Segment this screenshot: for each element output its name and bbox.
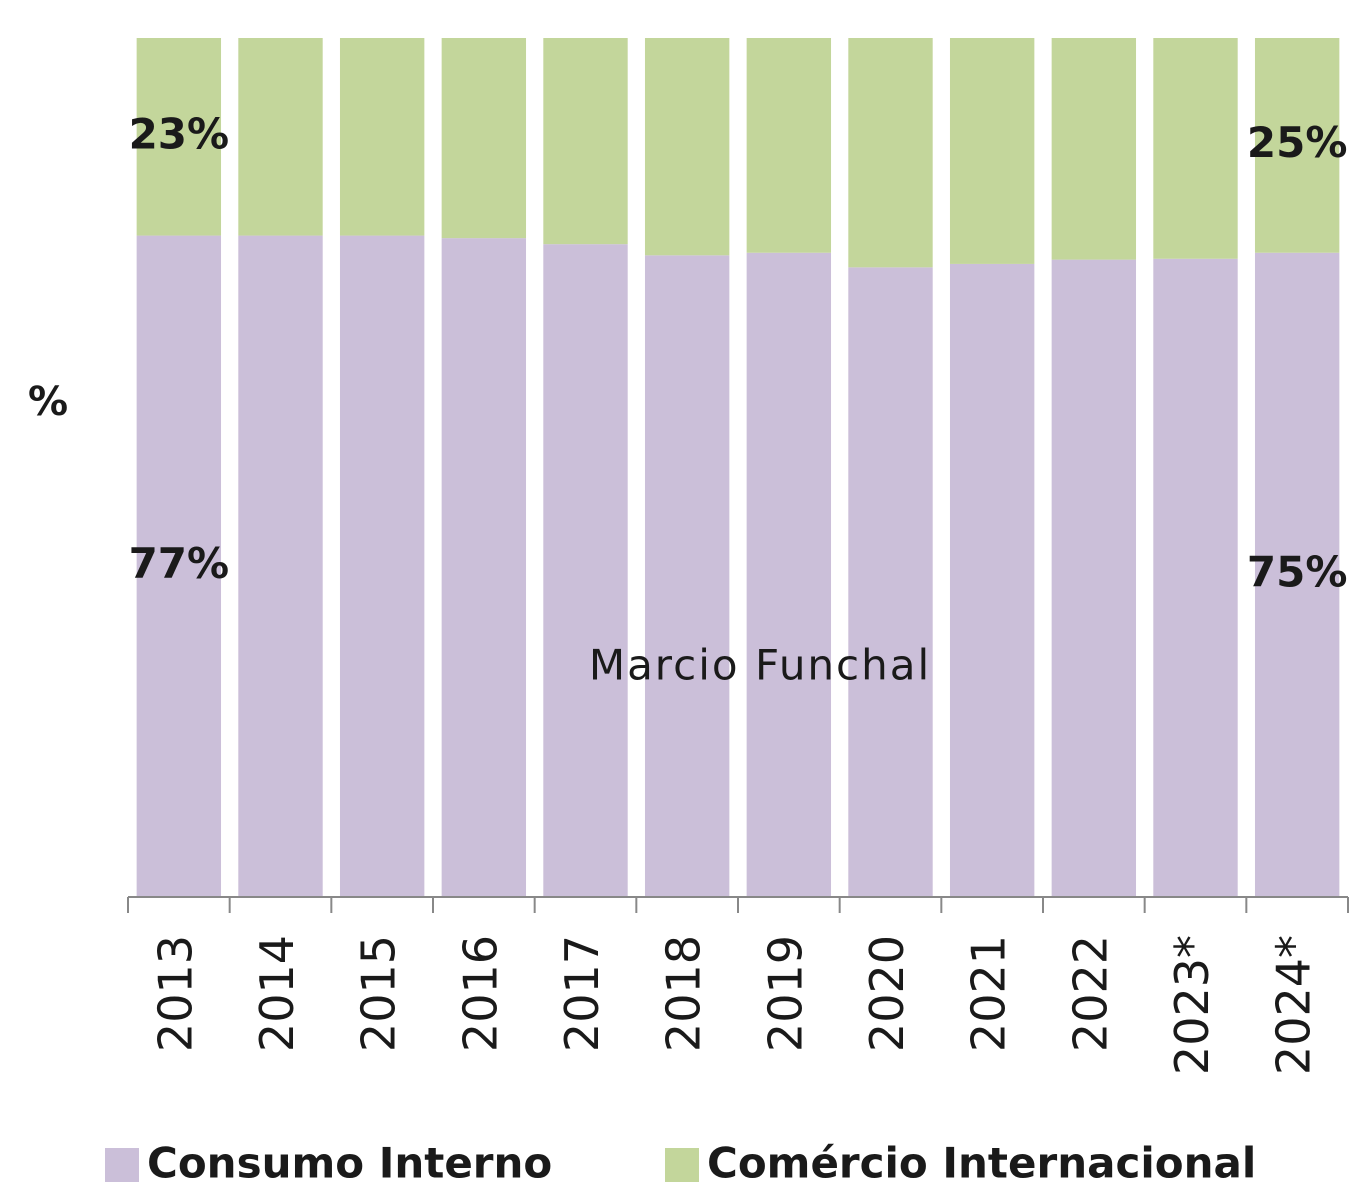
x-tick-group: 2018 [657,935,711,1052]
bar-segment [1051,259,1137,897]
bar-segment [543,38,628,245]
x-tick-group: 2015 [352,935,406,1052]
x-tick-label: 2014 [250,935,304,1052]
bar-segment [136,235,222,897]
x-tick-group: 2014 [250,935,304,1052]
bar-segment [644,255,730,897]
legend-label: Comércio Internacional [707,1139,1256,1187]
bar-segment [1153,258,1238,897]
bar-segment [238,38,323,236]
bar-segment [848,38,933,268]
x-tick-group: 2024* [1267,935,1321,1075]
x-tick-group: 2016 [453,935,507,1052]
bar-segment [1254,252,1340,897]
x-tick-group: 2020 [860,935,914,1052]
bar-segment [441,38,527,239]
y-axis-label: % [28,379,68,425]
bar-segment [1153,38,1238,259]
x-tick-label: 2015 [352,935,406,1052]
bar-segment [1254,38,1340,253]
x-tick-label: 2019 [758,935,812,1052]
x-tick-label: 2018 [657,935,711,1052]
x-tick-group: 2022 [1063,935,1117,1052]
bar-segment [848,267,933,897]
data-label: 75% [1247,547,1348,596]
x-tick-label: 2022 [1063,935,1117,1052]
bar-segment [746,252,832,897]
legend-label: Consumo Interno [147,1139,552,1187]
bar-segment [238,235,323,897]
bar-segment [543,244,628,897]
x-tick-label: 2021 [962,935,1016,1052]
bar-segment [339,38,425,236]
x-tick-label: 2017 [555,935,609,1052]
bar-segment [441,238,527,898]
data-label: 25% [1247,118,1348,167]
x-tick-group: 2019 [758,935,812,1052]
watermark: Marcio Funchal [589,641,931,690]
bar-segment [949,263,1035,897]
bar-segment [949,38,1035,264]
bar-segment [746,38,832,253]
legend-swatch [665,1148,699,1182]
data-label: 23% [129,109,230,158]
x-tick-label: 2024* [1267,935,1321,1075]
x-tick-label: 2016 [453,935,507,1052]
x-tick-label: 2013 [148,935,202,1052]
bar-segment [644,38,730,256]
bar-segment [339,235,425,897]
data-label: 77% [129,539,230,588]
x-tick-group: 2021 [962,935,1016,1052]
bar-segment [1051,38,1137,260]
legend-swatch [105,1148,139,1182]
x-tick-label: 2020 [860,935,914,1052]
x-tick-group: 2017 [555,935,609,1052]
bar-segment [136,38,222,236]
x-tick-label: 2023* [1165,935,1219,1075]
x-tick-group: 2013 [148,935,202,1052]
x-tick-group: 2023* [1165,935,1219,1075]
